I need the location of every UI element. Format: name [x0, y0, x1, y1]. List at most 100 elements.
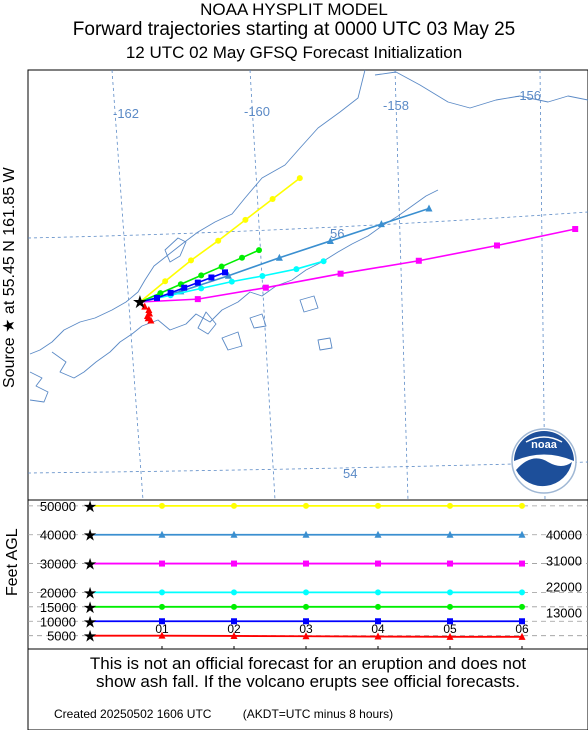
trajectory-point-30000-1: [194, 296, 201, 303]
height-point-50000-2: [231, 502, 237, 509]
created-timestamp: Created 20250502 1606 UTC: [54, 707, 212, 721]
map-frame: [27, 69, 588, 501]
graticule: [27, 69, 588, 501]
height-point-50000-6: [519, 502, 525, 509]
height-point-30000-4: [375, 560, 381, 567]
source-star-icon: ★: [83, 528, 97, 545]
source-star-icon: ★: [132, 292, 148, 312]
map-trajectories: [139, 175, 579, 324]
height-point-20000-1: [159, 589, 165, 596]
chart-title: Forward trajectories starting at 0000 UT…: [72, 19, 516, 40]
height-point-5000-2: [230, 631, 238, 639]
trajectory-line-30000: [139, 228, 576, 303]
parallel-56: [27, 211, 588, 239]
island-2: [221, 331, 243, 351]
trajectory-point-40000-3: [275, 253, 283, 261]
logo-text: noaa: [531, 439, 558, 451]
disclaimer-line-1: This is not an official forecast for an …: [89, 654, 527, 673]
y-tick-left-5: 10000: [40, 614, 76, 629]
lon-label-158: -158: [383, 98, 409, 113]
source-label: Source ★ at 55.45 N 161.85 W: [1, 166, 18, 388]
lon-label-162: -162: [113, 106, 139, 121]
height-point-5000-6: [518, 632, 526, 640]
height-point-10000-2: [231, 618, 237, 625]
height-gridlines: [28, 505, 588, 637]
coastline-west-1: [29, 371, 49, 403]
meridian-158: [394, 69, 409, 501]
coastline-south: [141, 189, 439, 331]
height-point-30000-2: [231, 560, 237, 567]
source-star-icon: ★: [83, 600, 97, 617]
disclaimer-frame: [27, 648, 588, 730]
y-tick-left-2: 30000: [40, 557, 76, 572]
trajectory-point-20000-6: [320, 258, 327, 265]
height-point-40000-2: [230, 530, 238, 538]
disclaimer-line-2: show ash fall. If the volcano erupts see…: [96, 672, 520, 691]
parallel-54: [27, 461, 588, 474]
y-tick-right-1: 31000: [546, 554, 582, 569]
logo-sky: [514, 431, 574, 461]
trajectory-point-10000-5: [208, 274, 215, 281]
island-5: [317, 337, 333, 351]
height-series: [90, 502, 526, 640]
lon-label-156: -156: [515, 88, 541, 103]
height-point-20000-5: [447, 589, 453, 596]
y-tick-right-3: 13000: [546, 606, 582, 621]
trajectory-point-10000-1: [154, 294, 160, 301]
island-3: [249, 313, 267, 329]
height-point-5000-5: [446, 632, 454, 640]
height-point-10000-5: [447, 618, 453, 625]
trajectory-point-20000-3: [228, 278, 235, 285]
x-tick-06: 06: [515, 622, 529, 636]
height-point-15000-6: [519, 603, 525, 610]
island-4: [299, 295, 319, 313]
island-1: [197, 311, 217, 335]
height-point-10000-4: [375, 618, 381, 625]
trajectory-point-50000-4: [242, 216, 249, 223]
height-point-50000-5: [447, 502, 453, 509]
height-point-15000-5: [447, 603, 453, 610]
x-tick-02: 02: [227, 622, 241, 636]
y-tick-left-1: 40000: [40, 528, 76, 543]
trajectory-point-50000-5: [269, 195, 276, 202]
height-point-30000-6: [519, 560, 525, 567]
trajectory-point-15000-3: [198, 272, 205, 279]
height-point-30000-1: [159, 560, 165, 567]
logo-bird: [525, 436, 563, 443]
y-tick-right-0: 40000: [546, 528, 582, 543]
trajectory-point-40000-4: [326, 236, 334, 244]
height-point-15000-1: [159, 603, 165, 610]
chart-subtitle: 12 UTC 02 May GFSQ Forecast Initializati…: [125, 43, 463, 62]
height-point-5000-4: [374, 632, 382, 640]
source-star-icon: ★: [83, 499, 97, 516]
lon-label-160: -160: [244, 104, 270, 119]
height-point-10000-3: [303, 618, 309, 625]
trajectory-point-40000-6: [425, 204, 433, 212]
trajectory-point-50000-3: [215, 237, 222, 244]
source-star-icon: ★: [83, 614, 97, 631]
y-axis-label: Feet AGL: [4, 528, 21, 596]
height-point-30000-5: [447, 560, 453, 567]
height-point-15000-3: [303, 603, 309, 610]
x-tick-05: 05: [443, 622, 457, 636]
height-point-50000-1: [159, 502, 165, 509]
trajectory-point-15000-4: [218, 263, 225, 270]
trajectory-point-15000-1: [157, 290, 164, 297]
trajectory-point-15000-5: [239, 254, 245, 261]
model-name: NOAA HYSPLIT MODEL: [200, 0, 388, 19]
logo-wave: [516, 458, 572, 487]
coastline-south-west: [51, 325, 143, 379]
trajectory-point-40000-5: [377, 220, 385, 228]
meridian-160: [249, 69, 276, 501]
y-tick-left-6: 5000: [47, 629, 76, 644]
trajectory-point-5000-2: [145, 306, 153, 313]
y-tick-left-4: 15000: [40, 600, 76, 615]
y-tick-labels-right: 40000 31000 22000 13000: [546, 528, 582, 621]
source-star-icon: ★: [83, 629, 97, 646]
trajectory-point-5000-1: [141, 302, 149, 310]
noaa-logo: noaa: [511, 428, 577, 494]
height-point-5000-3: [302, 632, 310, 640]
trajectory-point-50000-6: [296, 175, 303, 182]
